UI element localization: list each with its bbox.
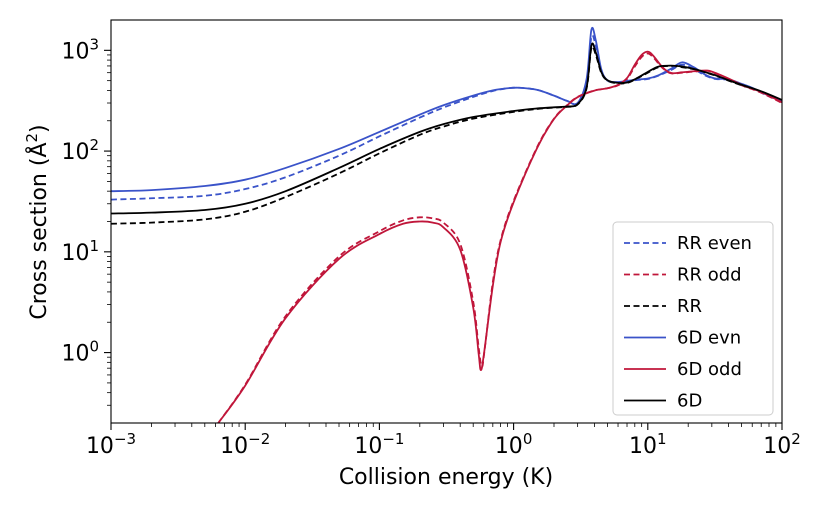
x-tick-base: 10 xyxy=(354,434,382,459)
x-tick-exp: 0 xyxy=(523,430,533,448)
x-tick-label: 102 xyxy=(763,430,801,459)
y-tick-exp: 1 xyxy=(89,237,99,255)
x-tick-label: 10−3 xyxy=(86,430,136,459)
y-tick-label: 102 xyxy=(61,136,99,165)
x-tick-exp: −3 xyxy=(114,430,136,448)
x-tick-label: 100 xyxy=(495,430,533,459)
y-tick-label: 103 xyxy=(61,35,99,64)
legend-label: 6D evn xyxy=(677,328,741,349)
y-tick-label: 100 xyxy=(61,338,99,367)
legend-item-rr-even: RR even xyxy=(624,233,752,254)
y-tick-base: 10 xyxy=(61,39,89,64)
legend-item-rr-odd: RR odd xyxy=(624,265,742,286)
x-tick-base: 10 xyxy=(86,434,114,459)
axis-ticks xyxy=(104,49,783,430)
x-tick-exp: −1 xyxy=(382,430,404,448)
x-axis-label: Collision energy (K) xyxy=(339,465,553,490)
legend-label: 6D xyxy=(677,391,702,412)
series-line-6d-evn xyxy=(111,26,782,193)
legend-label: 6D odd xyxy=(677,359,742,380)
y-tick-base: 10 xyxy=(61,241,89,266)
x-tick-exp: 1 xyxy=(657,430,667,448)
series-line-rr-even xyxy=(111,34,782,201)
legend-box xyxy=(612,221,774,416)
x-tick-base: 10 xyxy=(763,434,791,459)
y-tick-exp: 0 xyxy=(89,338,99,356)
x-tick-exp: 2 xyxy=(791,430,801,448)
legend: RR even RR odd RR 6D evn 6D odd 6D xyxy=(612,221,774,416)
x-tick-base: 10 xyxy=(629,434,657,459)
x-tick-exp: −2 xyxy=(248,430,270,448)
legend-item-6d: 6D xyxy=(624,391,702,412)
y-axis-label: Cross section (Å2) xyxy=(23,124,52,319)
x-tick-label: 10−2 xyxy=(220,430,270,459)
x-tick-base: 10 xyxy=(220,434,248,459)
legend-label: RR odd xyxy=(677,265,742,286)
legend-item-6d-odd: 6D odd xyxy=(624,359,742,380)
x-tick-label: 10−1 xyxy=(354,430,404,459)
x-tick-base: 10 xyxy=(495,434,523,459)
series-lines xyxy=(111,26,782,423)
y-axis-label-sup: 2 xyxy=(23,133,41,143)
y-tick-base: 10 xyxy=(61,140,89,165)
legend-item-6d-evn: 6D evn xyxy=(624,328,741,349)
plot-frame xyxy=(110,19,783,424)
y-tick-label: 101 xyxy=(61,237,99,266)
y-tick-base: 10 xyxy=(61,342,89,367)
y-axis-label-end: ) xyxy=(27,124,52,133)
legend-label: RR even xyxy=(677,233,752,254)
y-tick-exp: 2 xyxy=(89,136,99,154)
x-tick-label: 101 xyxy=(629,430,667,459)
series-line-6d xyxy=(111,42,782,215)
y-tick-exp: 3 xyxy=(89,35,99,53)
y-axis-label-base: Cross section (Å xyxy=(25,142,52,319)
legend-label: RR xyxy=(677,296,702,317)
legend-item-rr: RR xyxy=(624,296,702,317)
